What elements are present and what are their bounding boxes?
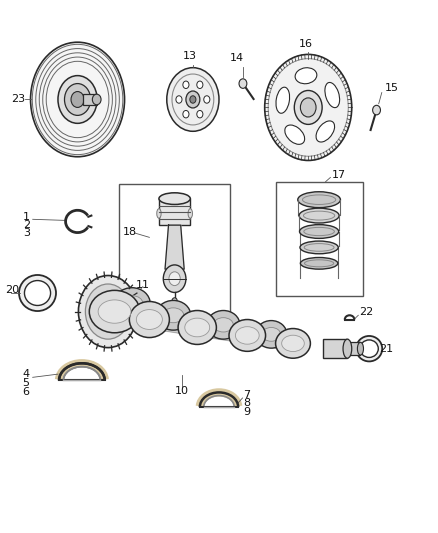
Polygon shape — [165, 225, 184, 269]
Ellipse shape — [25, 280, 50, 305]
Circle shape — [186, 91, 200, 108]
Ellipse shape — [121, 296, 143, 312]
Ellipse shape — [207, 311, 240, 339]
Ellipse shape — [213, 318, 233, 332]
Circle shape — [71, 92, 84, 108]
Ellipse shape — [295, 68, 317, 84]
Text: 11: 11 — [135, 279, 149, 289]
Ellipse shape — [185, 318, 210, 337]
Text: 18: 18 — [122, 227, 137, 237]
Ellipse shape — [262, 327, 281, 341]
Ellipse shape — [276, 328, 311, 358]
Ellipse shape — [356, 336, 382, 361]
Ellipse shape — [159, 193, 190, 205]
Circle shape — [99, 301, 117, 322]
Text: 10: 10 — [175, 386, 189, 396]
Circle shape — [163, 265, 186, 293]
Ellipse shape — [276, 87, 290, 114]
Ellipse shape — [300, 224, 339, 238]
Text: 13: 13 — [182, 51, 196, 61]
Text: 21: 21 — [379, 344, 393, 354]
FancyBboxPatch shape — [159, 198, 190, 225]
Ellipse shape — [299, 208, 339, 223]
Ellipse shape — [229, 319, 265, 351]
Text: 3: 3 — [23, 228, 30, 238]
Circle shape — [239, 79, 247, 88]
Ellipse shape — [357, 342, 364, 355]
Circle shape — [300, 98, 316, 117]
Text: 6: 6 — [22, 387, 29, 397]
Text: 20: 20 — [5, 285, 19, 295]
Circle shape — [197, 81, 203, 88]
Ellipse shape — [98, 300, 131, 323]
Text: 5: 5 — [22, 378, 29, 388]
Circle shape — [85, 284, 131, 339]
Text: 17: 17 — [332, 171, 346, 180]
Text: 9: 9 — [244, 407, 251, 417]
Circle shape — [78, 276, 138, 348]
Circle shape — [204, 96, 210, 103]
Ellipse shape — [360, 340, 378, 358]
Ellipse shape — [188, 209, 192, 218]
Circle shape — [169, 272, 180, 286]
Polygon shape — [247, 327, 293, 351]
Text: 15: 15 — [385, 83, 399, 93]
Ellipse shape — [325, 83, 339, 108]
Text: 1: 1 — [23, 212, 30, 222]
Ellipse shape — [19, 275, 56, 311]
Ellipse shape — [255, 320, 287, 348]
Ellipse shape — [235, 327, 259, 344]
FancyBboxPatch shape — [323, 339, 347, 358]
FancyBboxPatch shape — [347, 342, 360, 355]
Ellipse shape — [316, 121, 335, 142]
Ellipse shape — [156, 301, 191, 330]
Circle shape — [190, 96, 196, 103]
Ellipse shape — [300, 241, 338, 254]
Circle shape — [172, 298, 177, 304]
Text: 19: 19 — [142, 316, 156, 326]
Ellipse shape — [285, 125, 305, 144]
Ellipse shape — [129, 302, 170, 337]
Text: 22: 22 — [359, 307, 373, 317]
Circle shape — [197, 110, 203, 118]
Text: 23: 23 — [11, 94, 25, 104]
FancyBboxPatch shape — [119, 184, 230, 325]
Ellipse shape — [157, 209, 161, 218]
Text: 2: 2 — [23, 220, 30, 230]
Circle shape — [92, 94, 101, 105]
Circle shape — [176, 96, 182, 103]
Circle shape — [58, 76, 97, 123]
Ellipse shape — [114, 288, 150, 319]
Circle shape — [183, 110, 189, 118]
Ellipse shape — [89, 290, 140, 333]
Ellipse shape — [282, 335, 304, 352]
Ellipse shape — [136, 310, 162, 329]
Polygon shape — [197, 319, 247, 343]
Ellipse shape — [343, 339, 352, 358]
Text: 4: 4 — [22, 369, 29, 379]
Polygon shape — [115, 301, 149, 328]
Circle shape — [373, 106, 381, 115]
Circle shape — [64, 84, 91, 115]
Circle shape — [265, 54, 352, 160]
Ellipse shape — [163, 308, 184, 322]
Ellipse shape — [178, 311, 216, 344]
Circle shape — [31, 42, 124, 157]
Text: 16: 16 — [299, 39, 313, 49]
Text: 14: 14 — [230, 53, 244, 63]
Circle shape — [294, 91, 322, 124]
FancyBboxPatch shape — [83, 94, 97, 105]
Circle shape — [183, 81, 189, 88]
FancyBboxPatch shape — [276, 182, 363, 296]
Ellipse shape — [298, 192, 340, 208]
Text: 8: 8 — [244, 398, 251, 408]
Polygon shape — [149, 311, 197, 336]
Ellipse shape — [300, 257, 338, 269]
Circle shape — [167, 68, 219, 131]
Text: 7: 7 — [244, 390, 251, 400]
